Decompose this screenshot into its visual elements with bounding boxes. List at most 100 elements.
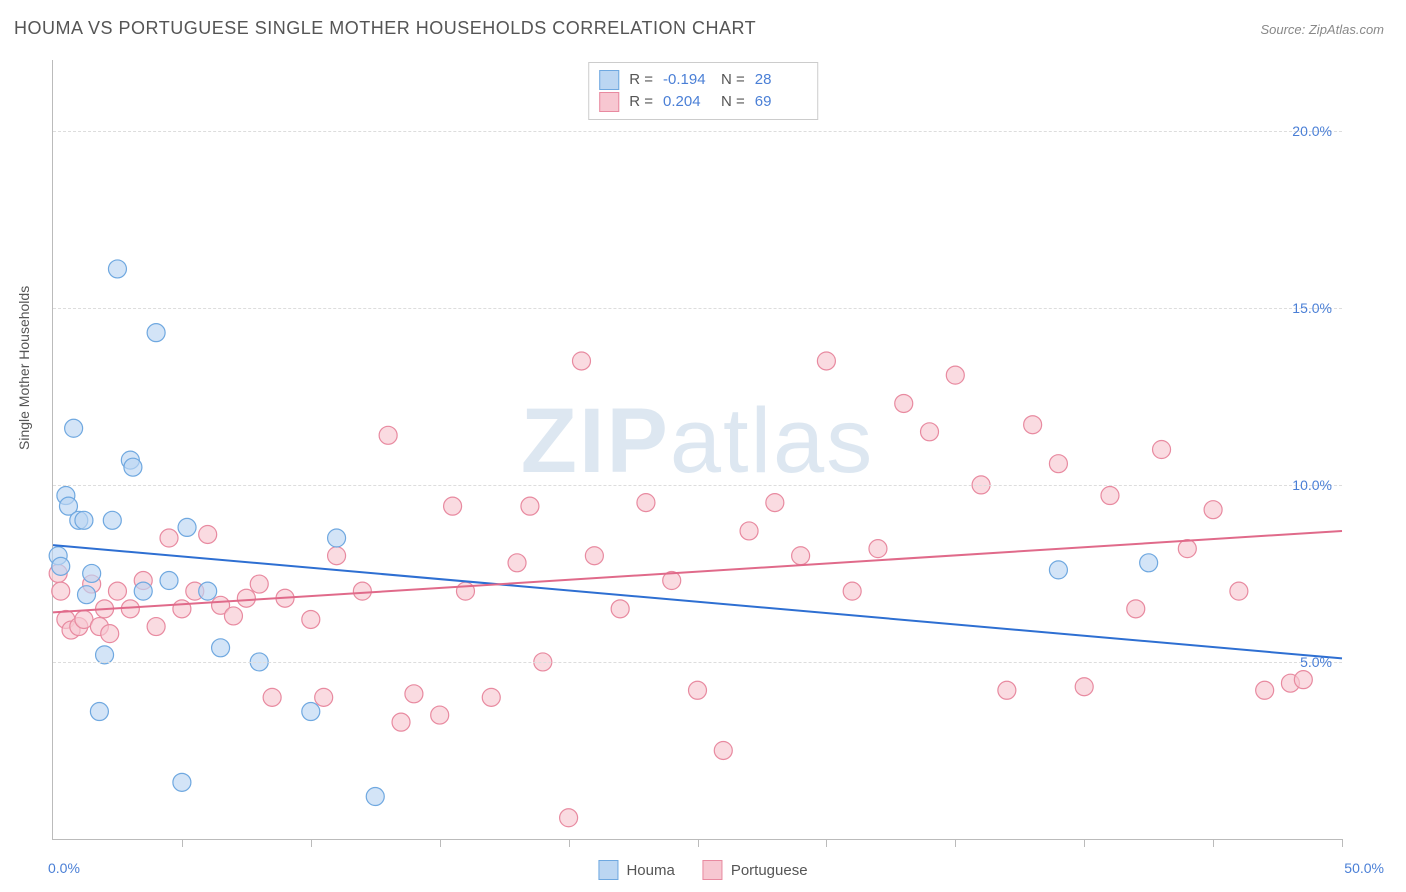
data-point — [611, 600, 629, 618]
data-point — [173, 773, 191, 791]
data-point — [869, 540, 887, 558]
data-point — [178, 518, 196, 536]
data-point — [108, 582, 126, 600]
gridline — [53, 308, 1342, 309]
data-point — [817, 352, 835, 370]
data-point — [83, 564, 101, 582]
x-tick — [569, 839, 570, 847]
data-point — [508, 554, 526, 572]
x-tick — [698, 839, 699, 847]
data-point — [237, 589, 255, 607]
x-tick — [955, 839, 956, 847]
y-tick-label: 5.0% — [1300, 654, 1332, 670]
chart-title: HOUMA VS PORTUGUESE SINGLE MOTHER HOUSEH… — [14, 18, 756, 39]
gridline — [53, 131, 1342, 132]
data-point — [1230, 582, 1248, 600]
data-point — [199, 582, 217, 600]
x-tick — [440, 839, 441, 847]
data-point — [199, 525, 217, 543]
data-point — [560, 809, 578, 827]
x-tick — [311, 839, 312, 847]
data-point — [1127, 600, 1145, 618]
legend-item-houma: Houma — [598, 860, 674, 880]
data-point — [124, 458, 142, 476]
legend-swatch-portuguese — [703, 860, 723, 880]
legend-label: Portuguese — [731, 862, 808, 879]
data-point — [353, 582, 371, 600]
data-point — [315, 688, 333, 706]
data-point — [921, 423, 939, 441]
data-point — [444, 497, 462, 515]
data-point — [572, 352, 590, 370]
y-tick-label: 10.0% — [1292, 477, 1332, 493]
source-label: Source: ZipAtlas.com — [1260, 22, 1384, 37]
data-point — [895, 394, 913, 412]
data-point — [52, 557, 70, 575]
data-point — [637, 494, 655, 512]
data-point — [1294, 671, 1312, 689]
data-point — [108, 260, 126, 278]
data-point — [1178, 540, 1196, 558]
legend-stats-box: R =-0.194 N =28 R =0.204 N =69 — [588, 62, 818, 120]
x-axis-max-label: 50.0% — [1344, 860, 1384, 876]
legend-swatch-houma — [598, 860, 618, 880]
x-tick — [182, 839, 183, 847]
data-point — [456, 582, 474, 600]
y-axis-label: Single Mother Households — [16, 286, 32, 450]
n-value: 28 — [755, 69, 803, 91]
x-axis-min-label: 0.0% — [48, 860, 80, 876]
data-point — [366, 788, 384, 806]
x-tick — [1213, 839, 1214, 847]
data-point — [1024, 416, 1042, 434]
data-point — [78, 586, 96, 604]
x-tick — [1084, 839, 1085, 847]
data-point — [1153, 441, 1171, 459]
data-point — [52, 582, 70, 600]
plot-svg — [53, 60, 1342, 839]
data-point — [392, 713, 410, 731]
data-point — [147, 324, 165, 342]
data-point — [224, 607, 242, 625]
data-point — [302, 703, 320, 721]
legend-swatch-portuguese — [599, 92, 619, 112]
data-point — [1049, 455, 1067, 473]
r-value: 0.204 — [663, 91, 711, 113]
data-point — [160, 572, 178, 590]
data-point — [843, 582, 861, 600]
data-point — [90, 703, 108, 721]
legend-item-portuguese: Portuguese — [703, 860, 808, 880]
data-point — [160, 529, 178, 547]
data-point — [250, 575, 268, 593]
data-point — [521, 497, 539, 515]
data-point — [792, 547, 810, 565]
data-point — [585, 547, 603, 565]
gridline — [53, 662, 1342, 663]
data-point — [946, 366, 964, 384]
data-point — [689, 681, 707, 699]
x-tick — [1342, 839, 1343, 847]
data-point — [147, 618, 165, 636]
r-value: -0.194 — [663, 69, 711, 91]
legend-stats-row: R =0.204 N =69 — [599, 91, 803, 113]
gridline — [53, 485, 1342, 486]
data-point — [263, 688, 281, 706]
data-point — [302, 610, 320, 628]
data-point — [431, 706, 449, 724]
data-point — [212, 639, 230, 657]
data-point — [65, 419, 83, 437]
data-point — [134, 582, 152, 600]
legend-bottom: Houma Portuguese — [598, 860, 807, 880]
plot-area: ZIPatlas 5.0%10.0%15.0%20.0% — [52, 60, 1342, 840]
data-point — [1075, 678, 1093, 696]
data-point — [482, 688, 500, 706]
data-point — [1049, 561, 1067, 579]
data-point — [766, 494, 784, 512]
data-point — [405, 685, 423, 703]
data-point — [740, 522, 758, 540]
data-point — [998, 681, 1016, 699]
data-point — [328, 529, 346, 547]
data-point — [714, 741, 732, 759]
data-point — [101, 625, 119, 643]
legend-label: Houma — [626, 862, 674, 879]
data-point — [173, 600, 191, 618]
